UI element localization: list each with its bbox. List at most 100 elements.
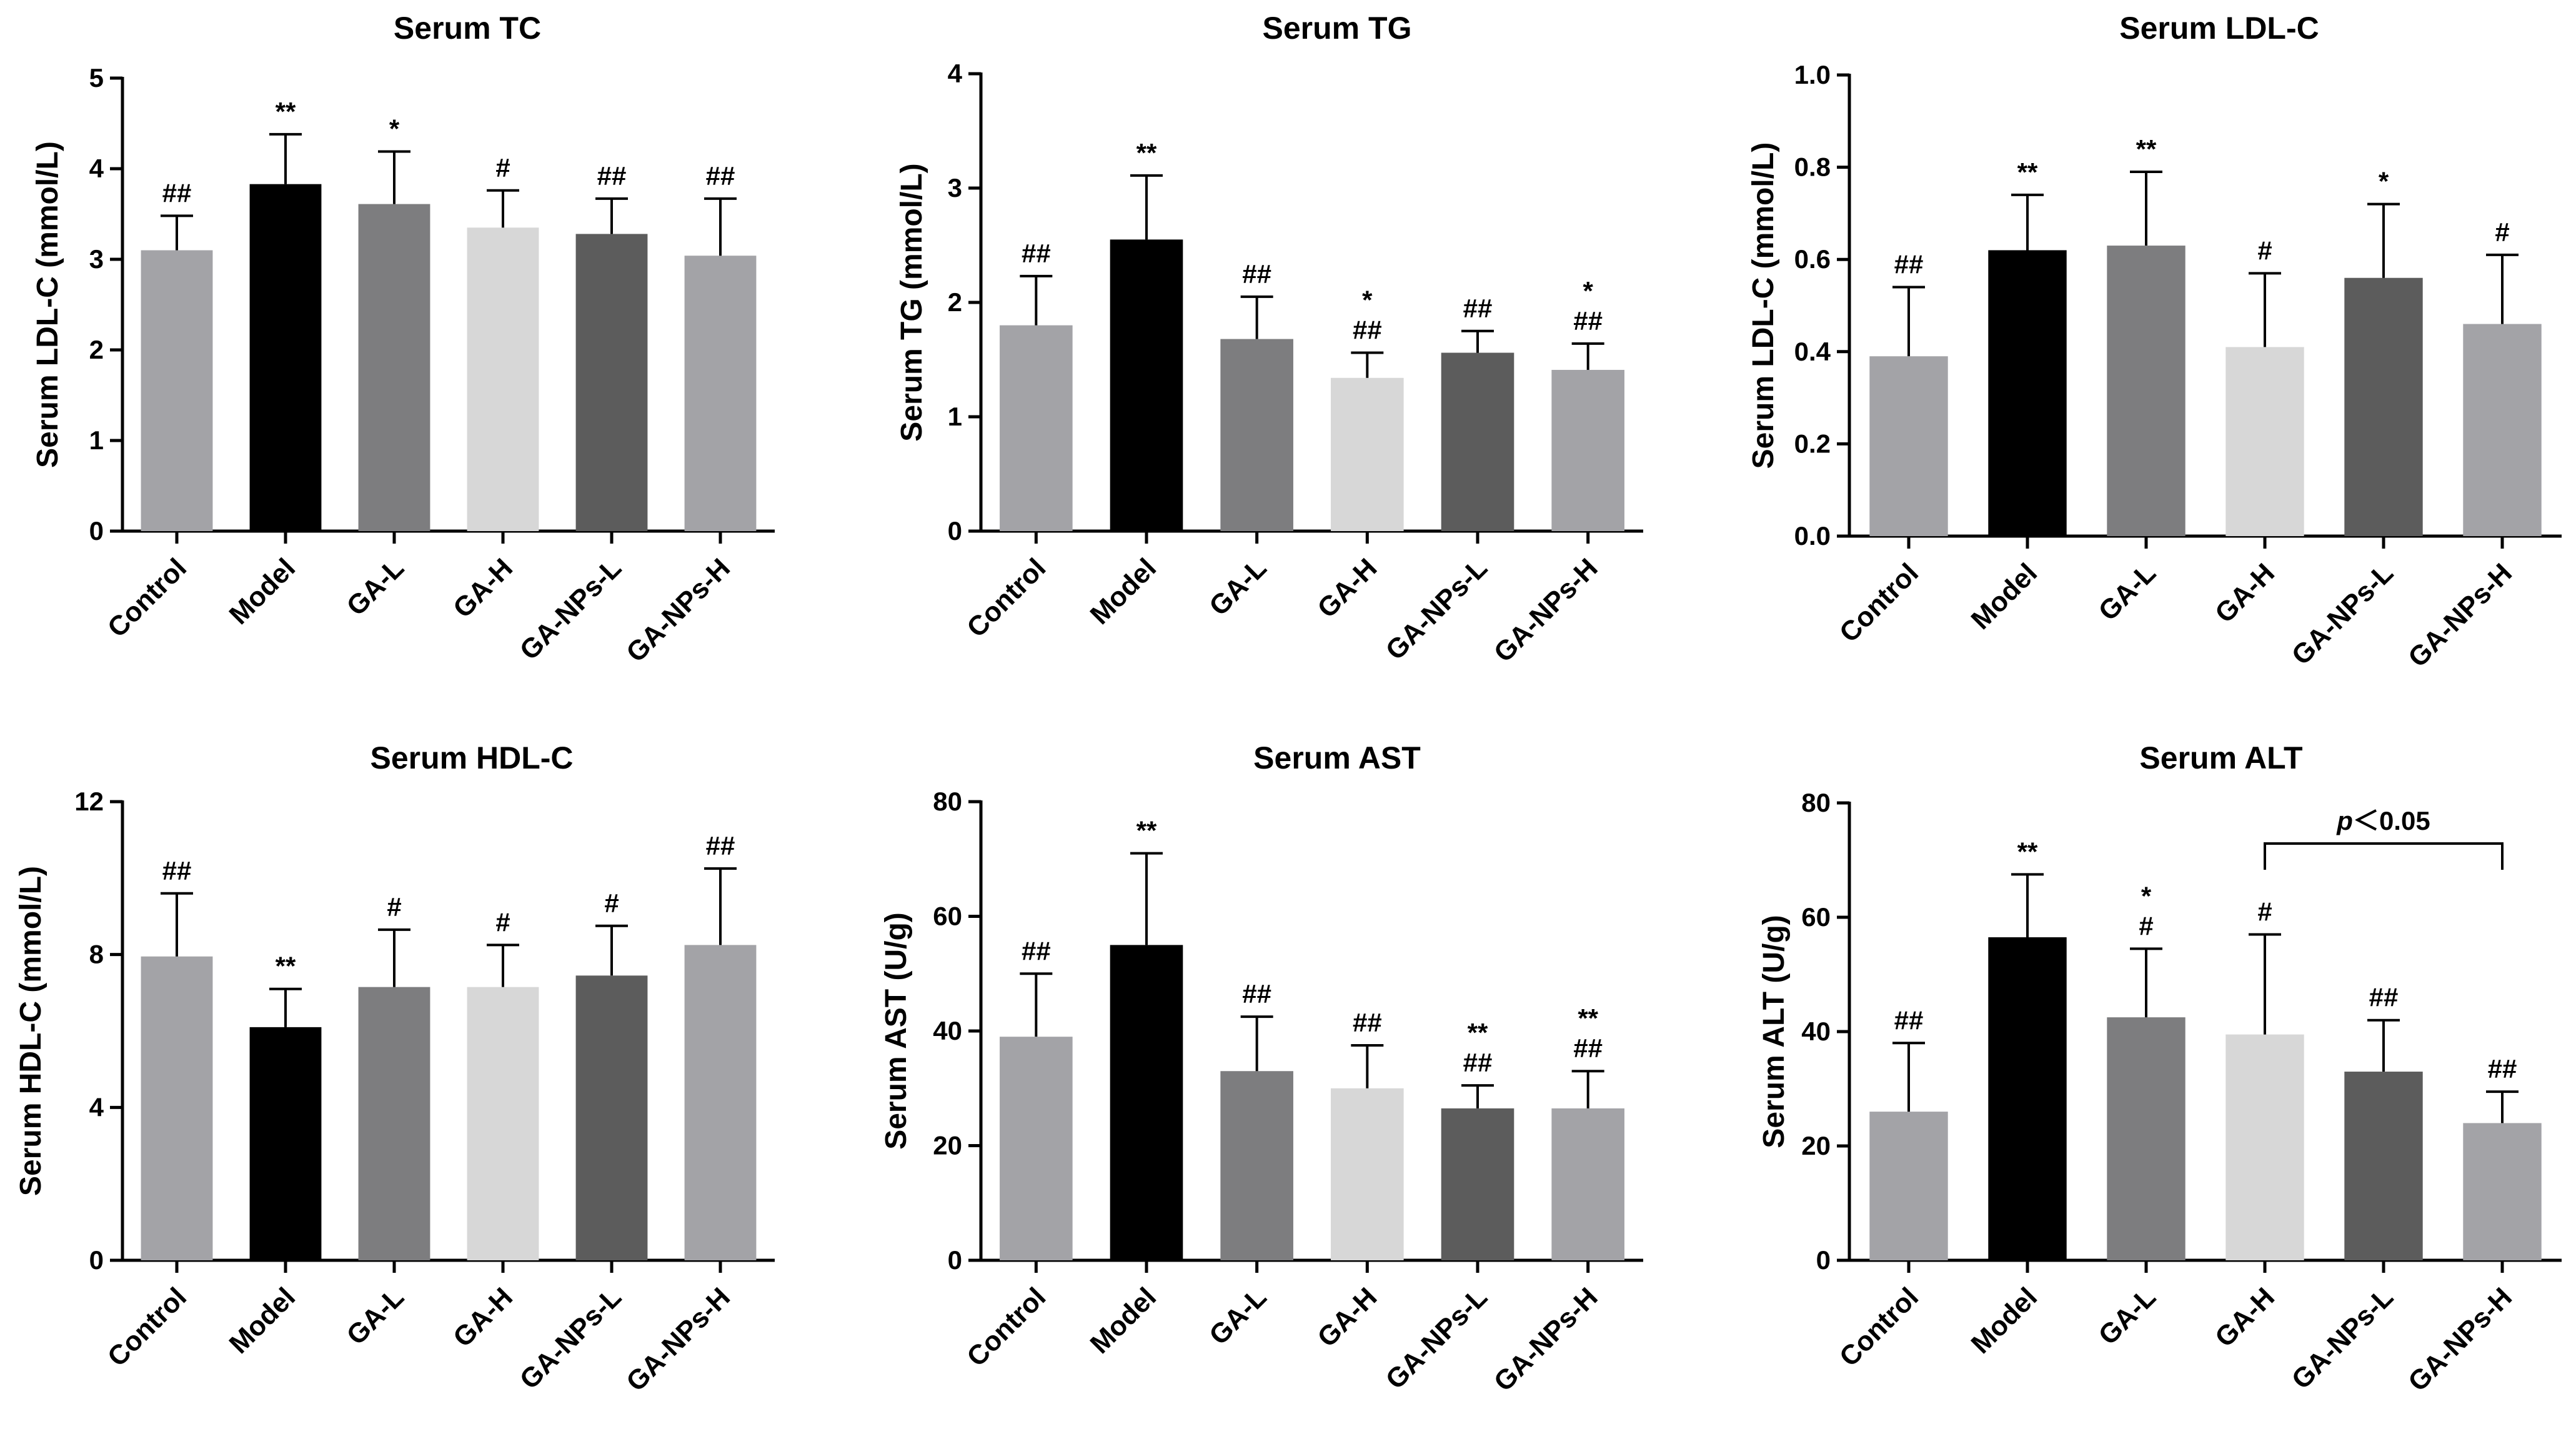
chart-title: Serum LDL-C	[2119, 11, 2319, 46]
bar	[141, 250, 213, 531]
chart-title: Serum TC	[394, 11, 541, 46]
significance-mark: ##	[162, 178, 192, 207]
y-tick-label: 0	[89, 1245, 104, 1275]
bar	[1988, 937, 2067, 1260]
bar	[1220, 1071, 1293, 1260]
x-tick-label: Model	[224, 552, 302, 630]
x-tick-label: GA-NPs-L	[1380, 552, 1493, 666]
y-tick-label: 20	[1801, 1131, 1831, 1160]
y-axis-label: Serum TG (mmol/L)	[895, 163, 928, 441]
significance-mark: **	[1468, 1018, 1488, 1047]
y-tick-label: 0	[948, 516, 962, 545]
bar	[1110, 945, 1183, 1260]
y-tick-label: 40	[1801, 1017, 1831, 1046]
x-tick-label: GA-NPs-H	[2402, 1282, 2518, 1397]
significance-mark: ##	[1242, 979, 1271, 1008]
y-tick-label: 0.8	[1794, 152, 1831, 182]
significance-mark: *	[1583, 276, 1593, 306]
x-tick-label: GA-NPs-L	[1380, 1282, 1493, 1395]
bar	[1441, 1108, 1514, 1260]
x-tick-label: Model	[1966, 557, 2044, 635]
bar	[1551, 1108, 1624, 1260]
significance-mark: *	[389, 114, 400, 143]
x-tick-label: GA-NPs-L	[514, 1282, 627, 1395]
x-tick-label: GA-NPs-H	[1488, 552, 1604, 668]
bar	[575, 234, 648, 531]
chart-panel: Serum LDL-C Serum LDL-C (mmol/L) 0.0 0.2 0.4…	[1747, 11, 2562, 673]
significance-mark: *	[2141, 881, 2152, 910]
chart-title: Serum ALT	[2139, 740, 2302, 775]
bar	[2225, 347, 2304, 536]
p-symbol: p	[2336, 806, 2353, 835]
significance-mark: #	[2257, 236, 2272, 265]
x-tick-label: GA-L	[2092, 557, 2162, 627]
y-tick-label: 20	[933, 1131, 962, 1160]
bar	[684, 945, 757, 1260]
significance-mark: #	[387, 892, 401, 922]
significance-mark: **	[276, 952, 296, 981]
y-tick-label: 0.0	[1794, 521, 1831, 550]
bar	[1331, 377, 1404, 531]
y-tick-label: 80	[1801, 788, 1831, 817]
significance-mark: ##	[162, 856, 192, 885]
x-tick-label: Control	[1834, 1282, 1924, 1372]
x-tick-label: Control	[102, 552, 192, 643]
x-tick-label: GA-L	[341, 552, 410, 622]
bar	[1000, 1037, 1073, 1260]
y-tick-label: 4	[948, 59, 963, 88]
significance-mark: **	[276, 97, 296, 126]
x-tick-label: GA-H	[447, 552, 519, 624]
y-tick-label: 12	[74, 787, 104, 816]
x-tick-label: Model	[1085, 552, 1163, 630]
bar	[1331, 1088, 1404, 1260]
y-tick-label: 0	[89, 516, 104, 545]
x-tick-label: GA-H	[447, 1282, 519, 1353]
bar	[1869, 1112, 1948, 1260]
bar	[575, 975, 648, 1260]
chart-title: Serum AST	[1253, 740, 1421, 775]
x-tick-label: Model	[1085, 1282, 1163, 1360]
significance-mark: **	[1578, 1003, 1598, 1033]
y-tick-label: 1	[89, 426, 104, 455]
significance-mark: ##	[1242, 259, 1271, 289]
significance-mark: ##	[1463, 294, 1493, 323]
significance-mark: #	[2257, 897, 2272, 926]
significance-mark: ##	[1353, 1008, 1382, 1037]
significance-mark: **	[1136, 138, 1157, 167]
comparison-label: p＜0.05	[2336, 806, 2430, 835]
chart-panel: Serum TC Serum LDL-C (mmol/L) 0 1 2 3 4 5 ## Cont…	[31, 11, 775, 668]
bar	[467, 987, 539, 1260]
bar	[2225, 1034, 2304, 1260]
significance-mark: ##	[706, 161, 735, 191]
significance-mark: ##	[1022, 239, 1051, 268]
y-tick-label: 3	[948, 173, 962, 202]
y-tick-label: 3	[89, 244, 104, 274]
x-tick-label: Model	[1966, 1282, 2044, 1360]
bar	[141, 956, 213, 1260]
x-tick-label: GA-H	[1311, 1282, 1383, 1353]
y-tick-label: 0.2	[1794, 429, 1831, 458]
significance-mark: #	[495, 907, 510, 937]
bar	[358, 204, 430, 531]
significance-mark: #	[604, 889, 619, 918]
significance-mark: ##	[597, 161, 627, 191]
y-tick-label: 1.0	[1794, 60, 1831, 89]
y-axis-label: Serum HDL-C (mmol/L)	[14, 866, 47, 1196]
bar	[684, 256, 757, 531]
x-tick-label: GA-NPs-H	[1488, 1282, 1604, 1397]
significance-mark: *	[1362, 286, 1373, 315]
x-tick-label: GA-L	[1203, 552, 1273, 622]
bar	[2344, 277, 2423, 536]
x-tick-label: GA-NPs-L	[514, 552, 627, 666]
bar	[249, 1027, 322, 1260]
x-tick-label: GA-H	[2209, 1282, 2280, 1353]
comparison-bracket	[2264, 842, 2504, 870]
y-tick-label: 40	[933, 1016, 962, 1045]
bar	[2463, 324, 2542, 536]
significance-mark: **	[2017, 837, 2038, 866]
significance-mark: **	[2136, 134, 2157, 164]
x-tick-label: GA-NPs-H	[620, 1282, 736, 1397]
y-tick-label: 0	[948, 1245, 962, 1275]
